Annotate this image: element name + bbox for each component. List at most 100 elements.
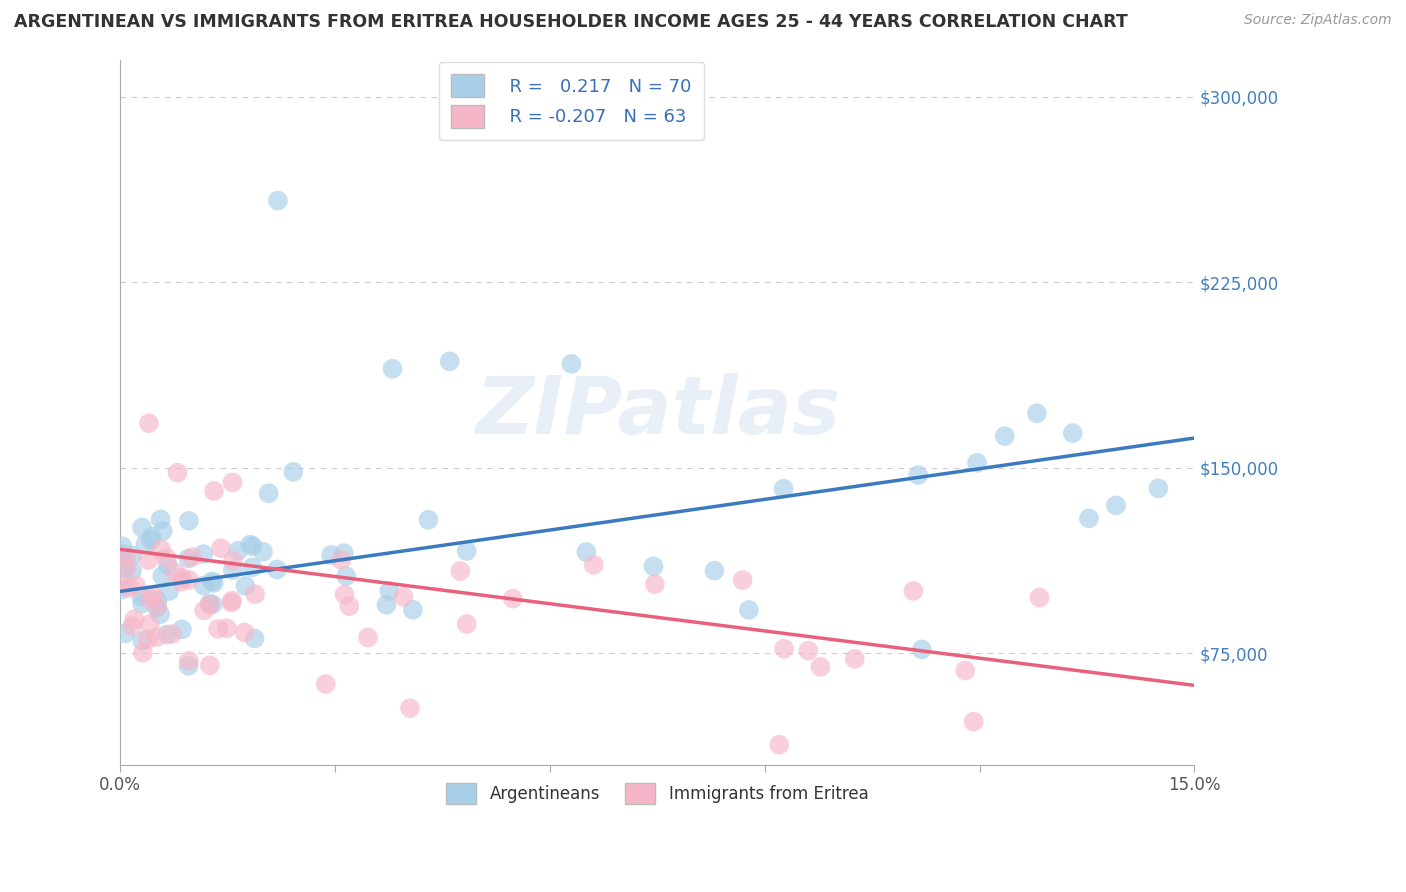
- Point: [118, 581, 141, 595]
- Point: [772, 482, 794, 496]
- Point: [138, 553, 160, 567]
- Point: [110, 579, 132, 593]
- Point: [160, 627, 183, 641]
- Point: [731, 573, 754, 587]
- Point: [114, 562, 136, 576]
- Point: [226, 544, 249, 558]
- Point: [202, 575, 225, 590]
- Point: [131, 633, 153, 648]
- Point: [150, 569, 173, 583]
- Point: [242, 539, 264, 553]
- Legend: Argentineans, Immigrants from Eritrea: Argentineans, Immigrants from Eritrea: [434, 772, 880, 816]
- Point: [150, 542, 173, 557]
- Point: [907, 468, 929, 483]
- Point: [1025, 406, 1047, 420]
- Point: [165, 566, 187, 580]
- Point: [152, 524, 174, 538]
- Point: [239, 538, 262, 552]
- Point: [202, 483, 225, 498]
- Point: [170, 574, 193, 589]
- Point: [315, 677, 337, 691]
- Point: [215, 621, 238, 635]
- Point: [131, 520, 153, 534]
- Point: [233, 625, 256, 640]
- Point: [963, 714, 986, 729]
- Point: [235, 579, 257, 593]
- Point: [121, 564, 143, 578]
- Point: [179, 573, 201, 587]
- Point: [138, 416, 160, 430]
- Point: [142, 588, 165, 602]
- Point: [221, 593, 243, 607]
- Point: [149, 607, 172, 622]
- Point: [156, 550, 179, 565]
- Point: [207, 622, 229, 636]
- Point: [166, 466, 188, 480]
- Point: [392, 590, 415, 604]
- Text: ARGENTINEAN VS IMMIGRANTS FROM ERITREA HOUSEHOLDER INCOME AGES 25 - 44 YEARS COR: ARGENTINEAN VS IMMIGRANTS FROM ERITREA H…: [14, 13, 1128, 31]
- Point: [243, 632, 266, 646]
- Point: [335, 569, 357, 583]
- Point: [193, 603, 215, 617]
- Point: [560, 357, 582, 371]
- Point: [266, 562, 288, 576]
- Point: [139, 592, 162, 607]
- Point: [131, 597, 153, 611]
- Point: [844, 652, 866, 666]
- Point: [145, 600, 167, 615]
- Point: [121, 619, 143, 633]
- Point: [177, 514, 200, 528]
- Point: [1062, 426, 1084, 441]
- Point: [378, 584, 401, 599]
- Point: [170, 571, 193, 585]
- Point: [267, 194, 290, 208]
- Point: [221, 475, 243, 490]
- Point: [582, 558, 605, 572]
- Point: [375, 598, 398, 612]
- Point: [502, 591, 524, 606]
- Point: [643, 559, 665, 574]
- Point: [193, 578, 215, 592]
- Text: ZIPatlas: ZIPatlas: [475, 373, 839, 451]
- Point: [141, 530, 163, 544]
- Point: [1077, 511, 1099, 525]
- Point: [911, 642, 934, 657]
- Point: [357, 631, 380, 645]
- Point: [177, 551, 200, 566]
- Point: [456, 617, 478, 632]
- Point: [222, 563, 245, 577]
- Point: [903, 584, 925, 599]
- Point: [111, 547, 134, 561]
- Text: Source: ZipAtlas.com: Source: ZipAtlas.com: [1244, 13, 1392, 28]
- Point: [1028, 591, 1050, 605]
- Point: [115, 550, 138, 565]
- Point: [111, 555, 134, 569]
- Point: [219, 596, 242, 610]
- Point: [321, 548, 343, 562]
- Point: [177, 654, 200, 668]
- Point: [252, 545, 274, 559]
- Point: [201, 598, 224, 612]
- Point: [381, 361, 404, 376]
- Point: [129, 590, 152, 604]
- Point: [146, 599, 169, 613]
- Point: [135, 537, 157, 551]
- Point: [644, 577, 666, 591]
- Point: [333, 587, 356, 601]
- Point: [139, 533, 162, 547]
- Point: [114, 626, 136, 640]
- Point: [209, 541, 232, 556]
- Point: [330, 553, 353, 567]
- Point: [149, 512, 172, 526]
- Point: [1105, 499, 1128, 513]
- Point: [797, 643, 820, 657]
- Point: [115, 560, 138, 574]
- Point: [449, 564, 471, 578]
- Point: [125, 578, 148, 592]
- Point: [139, 617, 162, 632]
- Point: [222, 553, 245, 567]
- Point: [145, 630, 167, 644]
- Point: [768, 738, 790, 752]
- Point: [156, 627, 179, 641]
- Point: [124, 612, 146, 626]
